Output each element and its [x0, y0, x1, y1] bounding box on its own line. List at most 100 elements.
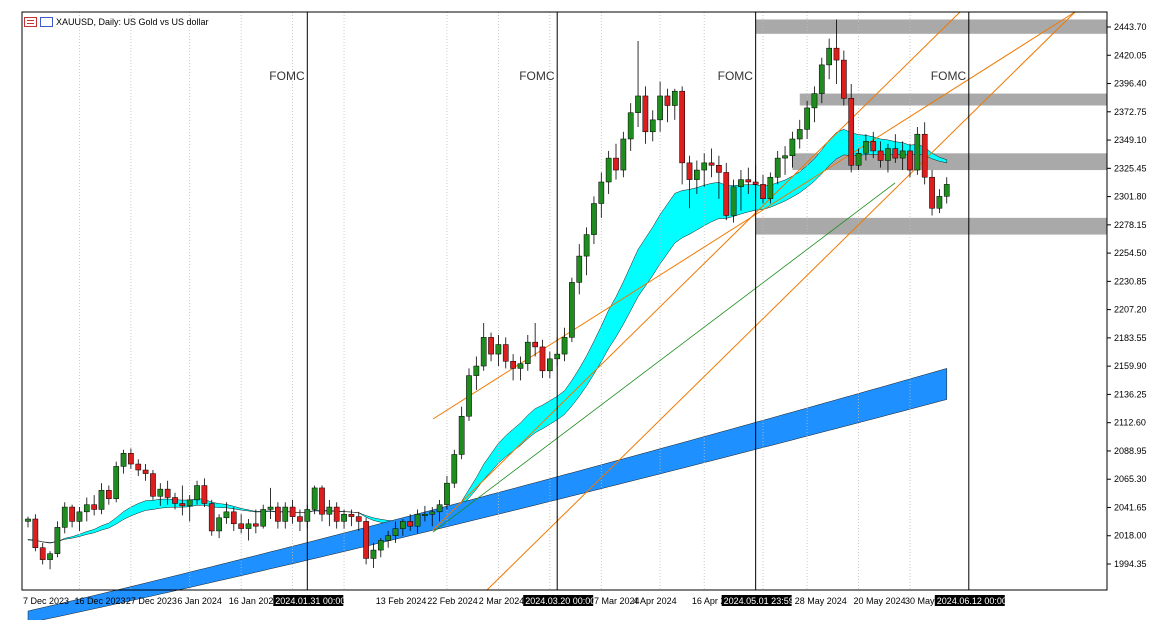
- candle-body: [539, 346, 546, 372]
- y-tick-label: 2349.10: [1114, 135, 1147, 145]
- candle-body: [554, 353, 561, 360]
- x-tick-label: 13 Feb 2024: [376, 596, 427, 606]
- candle-body: [333, 506, 340, 522]
- candle-body: [422, 513, 428, 516]
- candle-body: [642, 95, 649, 133]
- candle-body: [69, 506, 75, 522]
- x-tick-label: 16 Dec 2023: [74, 596, 125, 606]
- candle-body: [208, 503, 215, 532]
- candle-body: [150, 473, 156, 497]
- fomc-event-lines-layer: FOMC FOMC FOMC FOMC: [269, 12, 970, 590]
- candle-body: [767, 176, 774, 199]
- candle-body: [671, 90, 678, 106]
- x-tick-label: 4 Apr 2024: [633, 596, 677, 606]
- candle-body: [297, 516, 303, 522]
- x-tick-label: 7 Dec 2023: [23, 596, 69, 606]
- event-stamp-box: [523, 595, 594, 606]
- candle-body: [436, 504, 443, 513]
- candle-body: [943, 184, 950, 197]
- ema-band-fast: [27, 129, 948, 544]
- candle-body: [774, 157, 781, 178]
- candle-body: [216, 517, 222, 532]
- candle-body: [664, 95, 671, 106]
- candle-body: [157, 488, 164, 497]
- candle-body: [620, 138, 627, 171]
- candle-body: [47, 553, 53, 560]
- y-tick-label: 2112.60: [1114, 418, 1146, 428]
- candle-body: [598, 181, 605, 204]
- candle-body: [730, 186, 737, 216]
- candle-body: [657, 95, 663, 121]
- candle-body: [716, 165, 722, 173]
- event-stamp-label: 2024.05.01 23:59: [724, 596, 794, 606]
- y-tick-label: 2207.20: [1114, 305, 1147, 315]
- candle-body: [54, 527, 61, 554]
- candle-body: [892, 148, 899, 159]
- candle-body: [275, 506, 281, 522]
- x-tick-label: 28 May 2024: [795, 596, 847, 606]
- y-tick-label: 2183.55: [1114, 333, 1147, 343]
- x-tick-label: 20 May 2024: [854, 596, 906, 606]
- candle-body: [877, 150, 884, 161]
- candle-body: [929, 176, 935, 209]
- candle-body: [289, 506, 296, 517]
- y-tick-label: 2301.80: [1114, 192, 1147, 202]
- candle-body: [818, 64, 825, 94]
- event-stamp-label: 2024.03.20 00:00: [525, 596, 595, 606]
- candle-body: [32, 518, 39, 548]
- ema-bands-layer: [27, 129, 948, 620]
- candle-body: [576, 255, 583, 283]
- candle-body: [128, 453, 134, 465]
- price-zone: [799, 93, 1107, 106]
- fomc-label: FOMC: [519, 69, 555, 83]
- candle-body: [230, 511, 237, 525]
- candle-body: [885, 148, 891, 161]
- y-axis: 2443.70 2420.05 2396.40 2372.75 2349.10 2325.…: [1107, 22, 1147, 569]
- candle-body: [172, 497, 178, 504]
- candle-body: [686, 162, 693, 180]
- candle-body: [907, 150, 913, 171]
- candle-body: [194, 485, 200, 501]
- candle-body: [936, 196, 943, 209]
- chart-header: XAUUSD, Daily: US Gold vs US dollar: [24, 15, 209, 29]
- fomc-label: FOMC: [718, 69, 754, 83]
- candle-body: [238, 523, 245, 529]
- candle-body: [311, 487, 318, 510]
- candle-body: [855, 153, 862, 166]
- channel-line-middle: [432, 11, 961, 531]
- candle-body: [863, 141, 869, 154]
- x-tick-label: 2 Mar 2024: [479, 596, 525, 606]
- candle-body: [458, 415, 465, 455]
- candle-body: [326, 506, 333, 515]
- trendline: [432, 182, 896, 533]
- candle-body: [466, 375, 472, 417]
- candle-body: [708, 162, 715, 166]
- candle-body: [760, 184, 766, 199]
- candle-body: [561, 337, 568, 355]
- candle-body: [385, 535, 391, 541]
- candle-body: [267, 506, 274, 510]
- candle-body: [120, 453, 127, 467]
- price-zone: [755, 19, 1107, 34]
- candle-body: [605, 157, 612, 183]
- y-tick-label: 2420.05: [1114, 50, 1147, 60]
- candle-body: [833, 47, 840, 61]
- candle-body: [532, 341, 538, 348]
- candle-body: [76, 511, 83, 522]
- chart-menu-icon[interactable]: [24, 17, 37, 27]
- price-zone: [792, 153, 1107, 171]
- candle-body: [488, 337, 494, 355]
- candle-body: [253, 523, 259, 527]
- x-tick-label: 6 Jan 2024: [177, 596, 222, 606]
- event-stamp-box: [721, 595, 792, 606]
- chart-window-icon[interactable]: [40, 17, 53, 27]
- candle-body: [591, 203, 597, 235]
- candle-body: [811, 93, 818, 109]
- candle-body: [341, 513, 347, 522]
- candle-body: [223, 511, 230, 519]
- candle-body: [91, 504, 98, 510]
- x-tick-label: 16 Apr 2024: [692, 596, 741, 606]
- candle-body: [282, 506, 289, 522]
- event-stamp-label: 2024.01.31 00:00: [275, 596, 345, 606]
